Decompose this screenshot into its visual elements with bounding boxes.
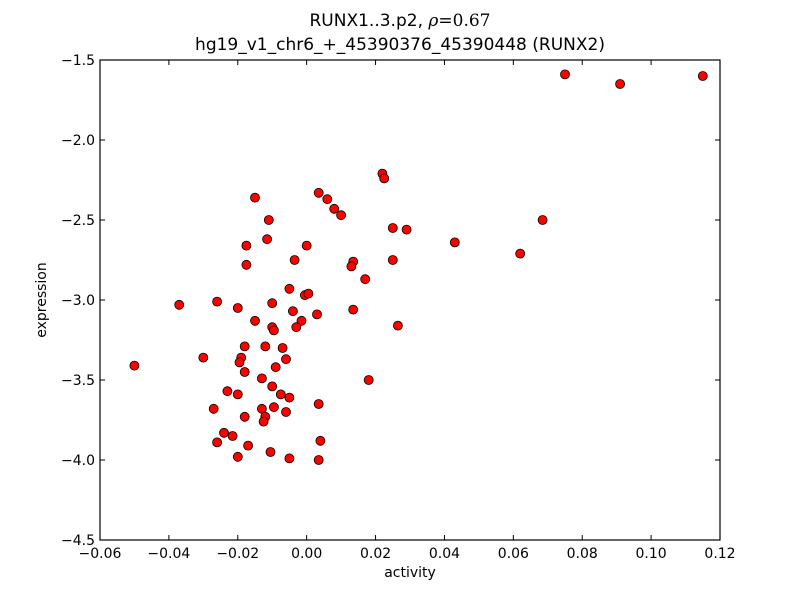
data-point [289, 255, 300, 265]
data-point [260, 341, 271, 352]
data-point [615, 79, 625, 89]
data-point [284, 283, 295, 294]
data-point [449, 237, 460, 248]
data-point [284, 453, 295, 464]
x-tick-label: −0.04 [147, 546, 190, 562]
x-tick-label: 0.08 [567, 546, 598, 562]
data-point [239, 367, 250, 377]
data-points [129, 69, 708, 465]
data-point [268, 402, 279, 413]
data-point [250, 192, 260, 203]
data-point [360, 274, 371, 285]
data-point [313, 455, 324, 465]
data-point [363, 375, 374, 385]
data-point [336, 210, 347, 221]
title-prefix: RUNX1..3.p2, [309, 11, 429, 31]
data-point [322, 194, 333, 205]
x-axis-label: activity [384, 565, 436, 581]
data-point [268, 325, 279, 336]
y-tick-label: −4.0 [61, 453, 95, 469]
y-tick-label: −2.5 [61, 213, 95, 229]
data-point [275, 389, 286, 400]
y-tick-label: −1.5 [61, 53, 95, 69]
data-point [401, 224, 412, 235]
y-tick-label: −3.0 [61, 293, 95, 309]
data-point [392, 320, 403, 331]
data-point [301, 240, 312, 251]
data-point [174, 299, 185, 310]
data-point [387, 255, 398, 265]
data-point [303, 288, 314, 299]
chart-title: RUNX1..3.p2, ρ=0.67 [0, 11, 800, 31]
data-point [265, 447, 276, 457]
data-point [291, 322, 302, 333]
data-point [270, 362, 281, 373]
data-point [277, 343, 288, 353]
data-point [243, 440, 254, 451]
title-equals: = [438, 11, 453, 31]
y-tick-label: −2.0 [61, 133, 95, 149]
data-point [250, 315, 260, 326]
data-point [241, 259, 252, 270]
x-tick-label: 0.10 [636, 546, 667, 562]
data-point [284, 392, 295, 403]
data-point [239, 411, 250, 422]
rho-symbol: ρ [428, 11, 439, 31]
data-point [256, 373, 267, 384]
x-axis: −0.06 −0.04 −0.02 0.00 0.02 0.04 0.06 0.08 0.10 0… [79, 60, 736, 562]
x-tick-label: 0.12 [704, 546, 735, 562]
data-point [267, 381, 278, 392]
x-tick-label: 0.02 [360, 546, 391, 562]
y-axis-label: expression [34, 262, 50, 338]
data-point [346, 261, 357, 272]
data-point [313, 399, 324, 409]
x-tick-label: 0.06 [498, 546, 529, 562]
data-point [232, 303, 243, 313]
data-point [263, 215, 274, 225]
data-point [262, 234, 273, 245]
data-point [296, 315, 307, 326]
data-point [387, 223, 398, 233]
x-tick-label: −0.06 [79, 546, 122, 562]
x-tick-label: 0.04 [429, 546, 460, 562]
data-point [258, 416, 269, 427]
data-point [281, 407, 291, 417]
x-tick-label: 0.00 [291, 546, 322, 562]
data-point [222, 386, 233, 397]
plot-frame [99, 59, 721, 541]
data-point [239, 341, 250, 352]
data-point [537, 215, 548, 225]
data-point [281, 354, 291, 365]
data-point [379, 173, 390, 184]
data-point [219, 427, 229, 438]
rho-value: 0.67 [452, 11, 491, 31]
x-tick-label: −0.02 [216, 546, 259, 562]
y-axis: −1.5 −2.0 −2.5 −3.0 −3.5 −4.0 −4.5 [61, 53, 720, 549]
data-point [241, 240, 252, 251]
data-point [234, 357, 245, 368]
data-point [232, 389, 243, 400]
data-point [212, 296, 223, 307]
data-point [227, 431, 238, 441]
data-point [212, 437, 223, 448]
data-point [198, 352, 209, 363]
y-tick-label: −3.5 [61, 373, 95, 389]
chart-subtitle: hg19_v1_chr6_+_45390376_45390448 (RUNX2) [195, 35, 605, 55]
data-point [697, 71, 708, 81]
data-point [312, 309, 322, 320]
data-point [287, 306, 298, 317]
data-point [129, 360, 140, 371]
data-point [232, 451, 243, 462]
data-point [329, 203, 340, 214]
data-point [267, 298, 278, 309]
data-point [560, 69, 570, 80]
data-point [515, 248, 526, 259]
data-point [348, 304, 359, 315]
data-point [208, 403, 219, 414]
data-point [313, 187, 324, 198]
data-point [315, 435, 326, 446]
y-tick-label: −4.5 [61, 533, 95, 549]
